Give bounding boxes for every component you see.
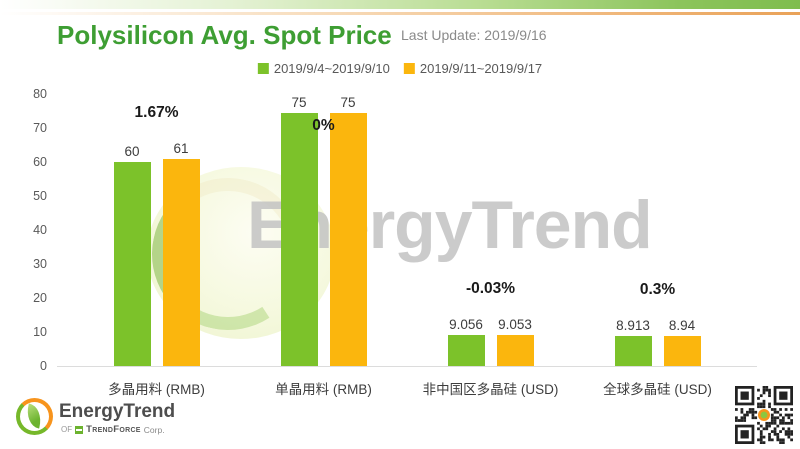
bar-value-label: 8.913 (616, 317, 650, 333)
y-axis-tick-label: 80 (33, 87, 47, 101)
bar (447, 335, 485, 366)
x-axis-category-label: 单晶用料 (RMB) (275, 382, 372, 397)
bar (280, 113, 318, 366)
bar-chart: 0 10 20 30 40 50 60 70 80 60 61 1.67% 多晶用料 (RMB) 75 75… (33, 87, 757, 397)
bar (614, 335, 652, 366)
change-percent-label: 0% (312, 117, 335, 134)
bar (663, 335, 701, 366)
bar-value-label: 9.056 (449, 317, 483, 333)
change-percent-label: -0.03% (465, 280, 516, 298)
y-axis-tick-label: 60 (33, 155, 47, 169)
trendforce-icon (75, 425, 84, 434)
bar-value-label: 9.053 (498, 317, 532, 333)
x-axis-category-label: 多晶用料 (RMB) (108, 382, 205, 397)
y-axis-tick-label: 10 (33, 325, 47, 339)
y-axis-tick-label: 70 (33, 121, 47, 135)
bar-value-label: 75 (340, 95, 356, 110)
bar (496, 335, 534, 366)
bar-groups: 60 61 1.67% 多晶用料 (RMB) 75 75 0% 单晶用料 (RMB) 9.056… (73, 95, 741, 397)
y-axis-tick-label: 40 (33, 223, 47, 237)
bar-value-label: 60 (124, 144, 140, 159)
bar-value-label: 8.94 (668, 317, 696, 333)
top-accent-bar (0, 0, 800, 9)
footer-of-label: Of (61, 425, 73, 434)
bar-value-label: 75 (291, 95, 307, 110)
y-axis-tick-label: 0 (40, 359, 47, 373)
last-update-text: Last Update: 2019/9/16 (401, 27, 547, 43)
change-percent-label: 0.3% (639, 280, 676, 298)
legend-label: 2019/9/11~2019/9/17 (419, 61, 543, 76)
y-axis-tick-label: 20 (33, 291, 47, 305)
legend-item-0: 2019/9/4~2019/9/10 (257, 61, 390, 76)
bar (162, 158, 200, 366)
bar-value-label: 61 (173, 140, 189, 156)
bar (329, 113, 367, 366)
legend-item-1: 2019/9/11~2019/9/17 (403, 61, 543, 76)
legend-swatch-icon (403, 63, 415, 74)
change-percent-label: 1.67% (134, 103, 179, 121)
bar-group-3: 8.913 8.94 0.3% 全球多晶硅 (USD) (574, 95, 741, 397)
y-axis-tick-label: 30 (33, 257, 47, 271)
bar-group-0: 60 61 1.67% 多晶用料 (RMB) (73, 95, 240, 397)
y-axis-tick-label: 50 (33, 189, 47, 203)
bar-group-2: 9.056 9.053 -0.03% 非中国区多晶硅 (USD) (407, 95, 574, 397)
x-axis-category-label: 非中国区多晶硅 (USD) (422, 382, 559, 397)
energytrend-leaf-icon (16, 398, 53, 435)
energytrend-logo: EnergyTrend Of TrendForce Corp. (16, 398, 175, 435)
chart-legend: 2019/9/4~2019/9/10 2019/9/11~2019/9/17 (257, 61, 543, 76)
x-axis-category-label: 全球多晶硅 (USD) (603, 382, 712, 397)
footer-trendforce-name: TrendForce (86, 424, 141, 435)
footer-corp-label: Corp. (143, 424, 165, 435)
legend-swatch-icon (257, 63, 269, 74)
top-accent-line (0, 12, 800, 15)
page-title: Polysilicon Avg. Spot Price (57, 20, 392, 50)
footer-brand-name: EnergyTrend (59, 401, 176, 422)
bar (113, 162, 151, 366)
legend-label: 2019/9/4~2019/9/10 (273, 61, 390, 76)
bar-group-1: 75 75 0% 单晶用料 (RMB) (240, 95, 407, 397)
qr-code (735, 386, 793, 446)
